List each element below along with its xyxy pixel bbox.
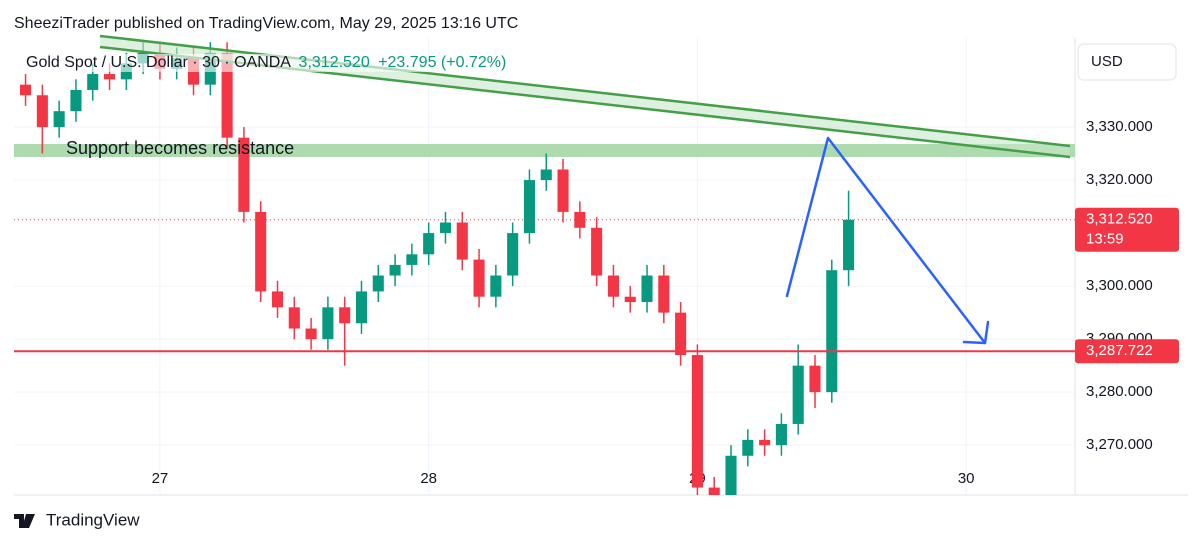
- currency: USD: [1091, 53, 1123, 70]
- currency-box[interactable]: [1077, 43, 1177, 81]
- candle-body: [775, 423, 787, 446]
- candle-body: [624, 296, 636, 303]
- candle-body: [523, 180, 535, 234]
- price-label-bg: [1075, 207, 1179, 252]
- candle-body: [490, 275, 502, 297]
- level-label-bg: [1075, 339, 1179, 364]
- candle-body: [792, 365, 804, 424]
- x-tick-label: 28: [420, 470, 437, 487]
- y-tick-label: 3,270.000: [1086, 436, 1153, 453]
- countdown: 13:59: [1086, 231, 1124, 248]
- candle-body: [843, 219, 855, 271]
- candle-body: [456, 222, 468, 260]
- publish-info: SheeziTrader published on TradingView.co…: [14, 15, 518, 32]
- arrow-path: [785, 136, 987, 345]
- candle-body: [271, 291, 284, 308]
- y-tick-label: 3,300.000: [1086, 277, 1153, 294]
- projection-arrow: [785, 136, 990, 345]
- candle-body: [423, 233, 435, 255]
- candle-body: [322, 307, 334, 340]
- support-zone: [14, 144, 1075, 157]
- logo-mark: [14, 514, 35, 528]
- legend: Gold Spot / U.S. Dollar · 30 · OANDA 3,3…: [26, 54, 507, 72]
- candle-body: [305, 328, 317, 340]
- candle-body: [557, 169, 569, 212]
- candle-body: [725, 455, 737, 495]
- candle-body: [36, 95, 48, 128]
- candle-body: [389, 264, 401, 276]
- candle-body: [641, 275, 653, 303]
- candle-body: [658, 275, 670, 313]
- y-tick-label: 3,320.000: [1086, 171, 1153, 188]
- candle-body: [439, 222, 452, 234]
- candle-body: [339, 307, 351, 324]
- candle-body: [540, 169, 552, 181]
- x-tick-label: 30: [958, 470, 975, 487]
- annotation: Support becomes resistance: [66, 138, 294, 158]
- last-price: 3,312.520: [298, 54, 370, 71]
- y-tick-label: 3,330.000: [1086, 118, 1153, 135]
- candle-body: [507, 233, 519, 276]
- candle-body: [255, 211, 267, 292]
- level-label: 3,287.722: [1086, 342, 1153, 359]
- candle-body: [759, 439, 771, 446]
- arrow-head: [962, 320, 990, 345]
- candle-body: [591, 227, 603, 276]
- candle-body: [406, 254, 418, 265]
- change: +23.795 (+0.72%): [378, 54, 507, 71]
- candle-body: [70, 89, 82, 112]
- candle-body: [742, 439, 754, 456]
- candle-body: [288, 307, 300, 329]
- candle-body: [574, 211, 586, 228]
- candle-body: [238, 137, 250, 212]
- candle-body: [53, 111, 65, 128]
- candle-body: [826, 270, 838, 393]
- candle-body: [87, 74, 99, 90]
- candle-body: [675, 312, 687, 356]
- candle-body: [20, 84, 32, 96]
- logo: [14, 514, 35, 528]
- candle-body: [607, 275, 619, 297]
- channel-top: [99, 34, 1071, 148]
- price-label: 3,312.520: [1086, 211, 1153, 228]
- y-tick-label: 3,280.000: [1086, 383, 1153, 400]
- candle-body: [372, 275, 384, 292]
- x-tick-label: 27: [152, 470, 169, 487]
- candle-body: [809, 365, 821, 393]
- candle-body: [355, 291, 368, 324]
- candle-body: [708, 487, 720, 495]
- candle-body: [221, 52, 233, 138]
- candle-body: [103, 74, 116, 80]
- symbol: Gold Spot / U.S. Dollar · 30 · OANDA: [26, 54, 291, 71]
- candle-body: [691, 355, 703, 488]
- candle-body: [473, 259, 485, 297]
- brand: TradingView: [46, 510, 140, 529]
